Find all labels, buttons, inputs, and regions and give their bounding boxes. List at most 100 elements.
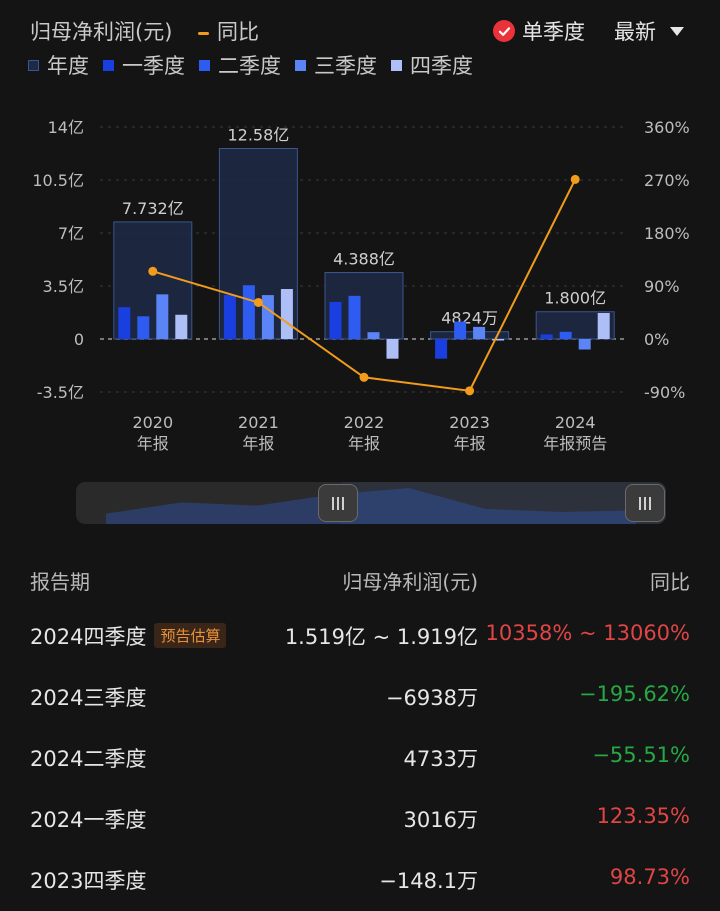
- table-row[interactable]: 2023四季度 −148.1万 98.73%: [0, 849, 720, 909]
- annual-value-label: 7.732亿: [122, 199, 184, 218]
- row-profit: 1.519亿 ~ 1.919亿: [284, 625, 478, 649]
- legend-swatch-q3: [295, 59, 306, 71]
- sort-dropdown[interactable]: 最新: [614, 16, 684, 46]
- legend-label: 四季度: [410, 54, 473, 78]
- left-axis-tick-label: 14亿: [48, 118, 84, 137]
- category-label: 2021: [238, 413, 279, 432]
- category-label: 年报: [137, 434, 169, 453]
- category-label: 年报预告: [543, 434, 607, 453]
- series-legend: 年度 一季度 二季度 三季度 四季度: [28, 50, 487, 80]
- legend-swatch-q2: [199, 59, 210, 71]
- navigator-overview: [106, 482, 667, 524]
- header-period: 报告期: [30, 570, 90, 594]
- yoy-legend-label: 同比: [217, 20, 259, 44]
- right-axis-tick-label: 0%: [644, 330, 669, 349]
- category-label: 2023: [449, 413, 490, 432]
- quarter-bar: [597, 312, 610, 339]
- quarter-bar: [223, 295, 236, 339]
- row-profit: 4733万: [403, 747, 478, 771]
- quarter-bar: [492, 339, 505, 341]
- quarter-bar: [540, 334, 553, 339]
- row-period: 2024四季度 预告估算: [30, 621, 227, 651]
- navigator-selection[interactable]: [341, 482, 667, 524]
- category-label: 年报: [454, 434, 486, 453]
- row-yoy: 123.35%: [596, 804, 690, 828]
- table-row[interactable]: 2024三季度 −6938万 −195.62%: [0, 666, 720, 726]
- row-yoy: −195.62%: [578, 682, 690, 706]
- legend-label: 一季度: [122, 54, 185, 78]
- range-navigator[interactable]: [76, 482, 666, 524]
- category-label: 2022: [344, 413, 385, 432]
- row-yoy: 98.73%: [609, 865, 690, 889]
- quarter-bar: [137, 316, 150, 339]
- left-axis-tick-label: 3.5亿: [43, 277, 84, 296]
- grip-icon: [332, 496, 344, 510]
- check-icon: [493, 20, 515, 42]
- header-profit[interactable]: 归母净利润(元): [342, 570, 478, 594]
- quarter-bar: [329, 301, 342, 339]
- row-profit: 3016万: [403, 808, 478, 832]
- left-axis-tick-label: 10.5亿: [32, 171, 84, 190]
- legend-swatch-annual: [28, 59, 39, 71]
- legend-item-annual[interactable]: 年度: [28, 50, 89, 80]
- legend-item-q4[interactable]: 四季度: [391, 50, 473, 80]
- forecast-tag: 预告估算: [154, 623, 227, 648]
- right-axis-tick-label: -90%: [644, 383, 685, 402]
- annual-value-label: 12.58亿: [227, 126, 289, 145]
- top-bar: 归母净利润(元) 同比 单季度 最新: [0, 0, 720, 60]
- table-row[interactable]: 2024二季度 4733万 −55.51%: [0, 727, 720, 787]
- row-yoy: −55.51%: [592, 743, 690, 767]
- legend-item-q3[interactable]: 三季度: [295, 50, 377, 80]
- category-label: 年报: [348, 434, 380, 453]
- annual-bar: [430, 331, 510, 340]
- navigator-area: [106, 488, 636, 524]
- legend-item-q1[interactable]: 一季度: [103, 50, 185, 80]
- quarter-bar: [559, 331, 572, 339]
- yoy-point: [465, 386, 475, 396]
- legend-swatch-q4: [391, 59, 402, 71]
- quarter-bar: [386, 339, 399, 359]
- category-label: 2020: [132, 413, 173, 432]
- yoy-legend-swatch: [198, 31, 209, 35]
- category-label: 年报: [242, 434, 274, 453]
- quarter-bar: [473, 326, 486, 339]
- row-period-label: 2024四季度: [30, 625, 147, 649]
- single-quarter-toggle[interactable]: 单季度: [493, 16, 585, 46]
- header-yoy[interactable]: 同比: [650, 570, 690, 594]
- table-row[interactable]: 2024一季度 3016万 123.35%: [0, 788, 720, 848]
- right-axis-tick-label: 90%: [644, 277, 680, 296]
- table-row[interactable]: 2024四季度 预告估算 1.519亿 ~ 1.919亿 10358% ~ 130…: [0, 605, 720, 665]
- legend-label: 二季度: [218, 54, 281, 78]
- quarter-bar: [156, 294, 169, 339]
- quarter-bar: [454, 321, 467, 339]
- legend-swatch-q1: [103, 59, 114, 71]
- quarter-bar: [578, 339, 591, 350]
- yoy-point: [253, 297, 263, 307]
- profit-chart[interactable]: 14亿 10.5亿 7亿 3.5亿 0 -3.5亿 360% 270% 180% 90% 0% -90…: [0, 100, 720, 470]
- navigator-right-handle[interactable]: [625, 484, 665, 522]
- row-profit: −6938万: [385, 686, 478, 710]
- row-period: 2024二季度: [30, 747, 147, 771]
- single-quarter-label: 单季度: [522, 20, 585, 44]
- navigator-left-handle[interactable]: [318, 484, 358, 522]
- row-period: 2024一季度: [30, 808, 147, 832]
- yoy-point: [570, 174, 580, 184]
- quarter-bar: [175, 314, 188, 339]
- yoy-point: [148, 266, 158, 276]
- legend-label: 三季度: [314, 54, 377, 78]
- right-axis-tick-label: 180%: [644, 224, 690, 243]
- quarter-bar: [280, 289, 293, 339]
- quarter-bar: [118, 307, 131, 339]
- grip-icon: [639, 496, 651, 510]
- annual-value-label: 4824万: [441, 309, 498, 328]
- row-period: 2024三季度: [30, 686, 147, 710]
- quarter-bar: [242, 285, 255, 339]
- annual-value-label: 1.800亿: [544, 289, 606, 308]
- category-label: 2024: [555, 413, 596, 432]
- left-axis-tick-label: 0: [74, 330, 84, 349]
- legend-item-q2[interactable]: 二季度: [199, 50, 281, 80]
- quarter-bar: [261, 295, 274, 339]
- left-axis-tick-label: 7亿: [58, 224, 84, 243]
- chart-title: 归母净利润(元): [30, 20, 173, 44]
- quarter-bar: [435, 339, 448, 359]
